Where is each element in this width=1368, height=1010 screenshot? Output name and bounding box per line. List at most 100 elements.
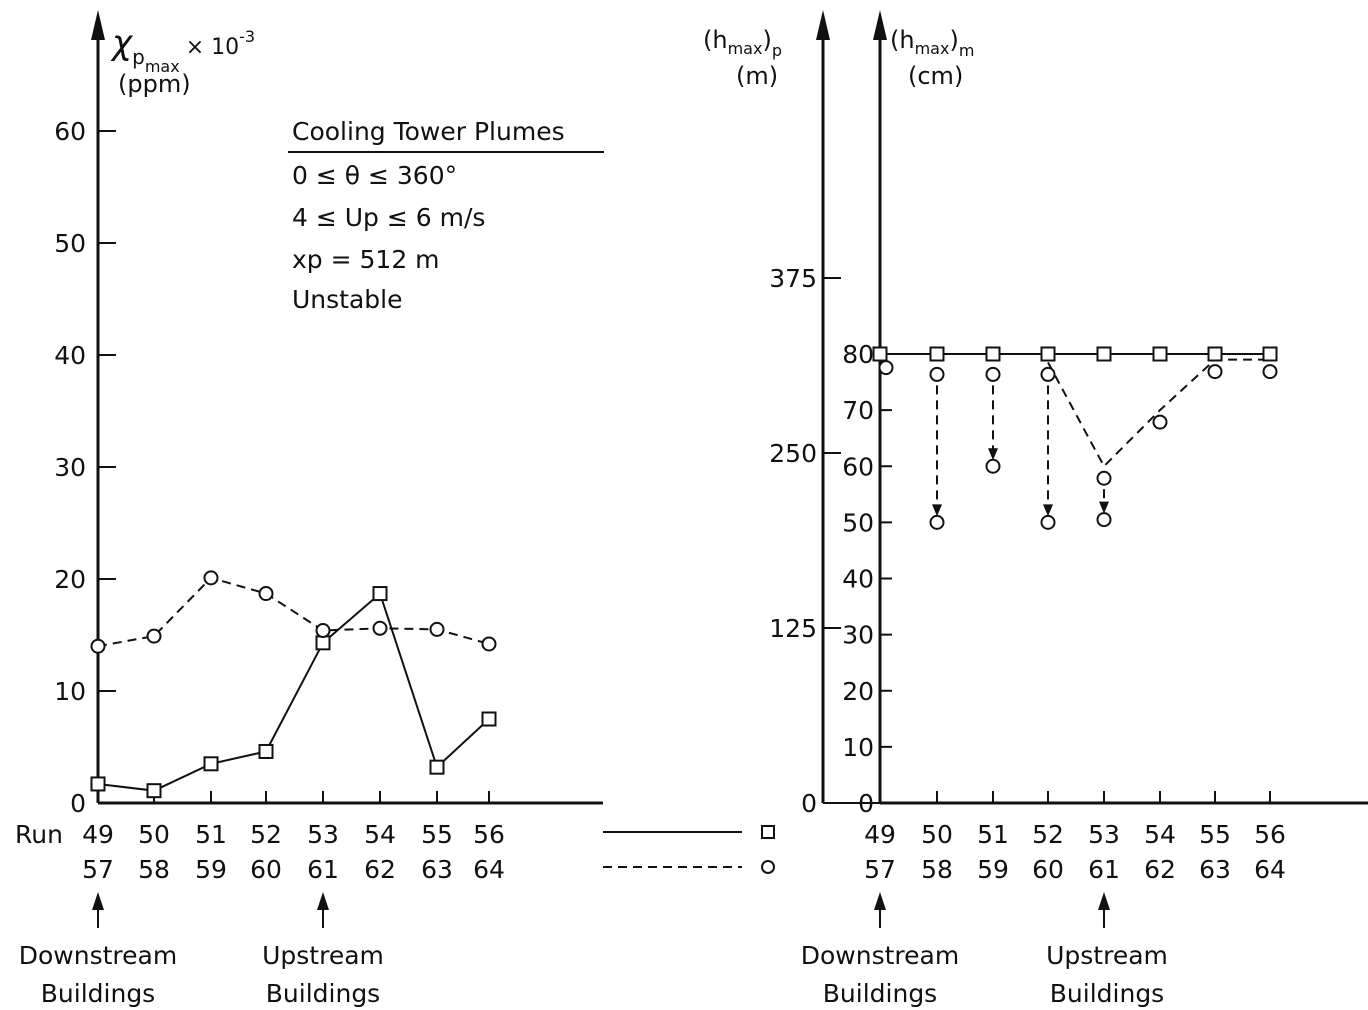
left-building-label: Downstream — [19, 941, 177, 970]
left-y-axis-arrow-icon — [91, 10, 105, 40]
left-ylabel: χpmax × 10-3 — [110, 23, 255, 76]
right-drop-arrow-icon — [988, 448, 998, 461]
annotation-line-3: xp = 512 m — [292, 245, 440, 274]
right-inner-ytick-label: 40 — [842, 565, 874, 594]
left-ylabel-base: χ — [110, 23, 134, 63]
left-xtick-label-run2: 58 — [138, 855, 170, 884]
right-inner-ylabel-sub2: m — [959, 41, 975, 60]
right-xtick-label-run1: 52 — [1032, 820, 1064, 849]
right-series-1-point — [878, 360, 894, 376]
right-inner-ylabel: (hmax)m — [890, 26, 974, 60]
legend — [603, 825, 775, 874]
right-series-1-point — [1207, 364, 1223, 380]
left-series-1-point — [203, 570, 219, 586]
right-series-1-drop-point — [929, 514, 945, 530]
left-series-1-point — [429, 621, 445, 637]
right-xtick-label-run1: 53 — [1088, 820, 1120, 849]
right-outer-yunit: (m) — [736, 62, 778, 90]
left-xtick-label-run1: 56 — [473, 820, 505, 849]
run-label: Run — [15, 820, 63, 849]
right-series-0-point — [1152, 346, 1168, 362]
left-series-0-point — [372, 586, 388, 602]
left-series-1-point — [315, 623, 331, 639]
left-series-1-point — [90, 638, 106, 654]
right-outer-ylabel-sub2: p — [772, 41, 782, 60]
right-series-1-drop-point — [1040, 514, 1056, 530]
right-inner-y-axis-arrow-icon — [873, 10, 887, 40]
right-series-1-point — [1040, 366, 1056, 382]
right-building-label: Buildings — [1050, 979, 1164, 1008]
right-xtick-label-run2: 57 — [864, 855, 896, 884]
right-xtick-label-run1: 54 — [1144, 820, 1176, 849]
right-xtick-label-run1: 51 — [977, 820, 1009, 849]
right-xtick-label-run1: 55 — [1199, 820, 1231, 849]
left-xtick-label-run1: 55 — [421, 820, 453, 849]
right-building-arrow-icon — [874, 892, 886, 910]
right-inner-ytick-label: 10 — [842, 733, 874, 762]
right-xtick-label-run2: 63 — [1199, 855, 1231, 884]
right-xtick-label-run2: 61 — [1088, 855, 1120, 884]
right-series-1-point — [1152, 414, 1168, 430]
left-xtick-label-run1: 52 — [250, 820, 282, 849]
left-building-arrow-icon — [92, 892, 104, 910]
right-inner-ylabel-sub: max — [915, 39, 950, 58]
right-series-1-drop-point — [985, 458, 1001, 474]
right-building-arrow-icon — [1098, 892, 1110, 910]
right-inner-ytick-label: 50 — [842, 508, 874, 537]
left-series-0-point — [203, 756, 219, 772]
left-series-0-point — [146, 783, 162, 799]
right-inner-ytick-label: 60 — [842, 452, 874, 481]
left-series-1-line — [97, 576, 490, 648]
right-outer-ylabel: (hmax)p — [703, 26, 782, 60]
left-series-0-point — [481, 711, 497, 727]
left-series-1-point — [481, 636, 497, 652]
right-inner-ytick-label: 20 — [842, 677, 874, 706]
left-series-0-point — [258, 743, 274, 759]
left-series-1-point — [372, 620, 388, 636]
right-series-1-point — [1096, 470, 1112, 486]
right-xtick-label-run2: 62 — [1144, 855, 1176, 884]
right-drop-arrow-icon — [1099, 501, 1109, 514]
right-series-1-point — [929, 366, 945, 382]
right-outer-y-axis-arrow-icon — [816, 10, 830, 40]
annotation-line-4: Unstable — [292, 285, 403, 314]
left-xtick-label-run2: 64 — [473, 855, 505, 884]
right-series-0-point — [872, 346, 888, 362]
left-building-label: Upstream — [262, 941, 384, 970]
left-series-0-point — [315, 635, 331, 651]
right-inner-ytick-label: 30 — [842, 621, 874, 650]
right-xtick-label-run1: 56 — [1254, 820, 1286, 849]
left-xtick-label-run2: 57 — [82, 855, 114, 884]
right-xtick-label-run2: 59 — [977, 855, 1009, 884]
right-outer-ytick-label: 375 — [769, 264, 817, 293]
right-series-1-point — [1262, 364, 1278, 380]
right-xtick-label-run1: 49 — [864, 820, 896, 849]
left-xtick-label-run1: 53 — [307, 820, 339, 849]
right-inner-ytick-label: 80 — [842, 340, 874, 369]
left-building-label: Buildings — [266, 979, 380, 1008]
left-series-0-point — [90, 776, 106, 792]
right-xtick-label-run1: 50 — [921, 820, 953, 849]
right-inner-ytick-label: 70 — [842, 396, 874, 425]
left-ylabel-subsub: max — [145, 57, 180, 76]
right-outer-ytick-label: 250 — [769, 439, 817, 468]
left-ytick-label: 10 — [54, 677, 86, 706]
left-ytick-label: 30 — [54, 453, 86, 482]
right-inner-yunit: (cm) — [908, 62, 963, 90]
right-outer-ylabel-base: (h — [703, 26, 728, 54]
right-series-0-point — [1040, 346, 1056, 362]
left-xtick-label-run1: 51 — [195, 820, 227, 849]
left-xtick-label-run1: 50 — [138, 820, 170, 849]
right-series-0-point — [985, 346, 1001, 362]
right-xtick-label-run2: 58 — [921, 855, 953, 884]
left-xtick-label-run2: 61 — [307, 855, 339, 884]
left-series-0-line — [97, 591, 490, 792]
right-outer-ytick-label: 125 — [769, 614, 817, 643]
left-ytick-label: 60 — [54, 117, 86, 146]
right-series-1-point — [985, 366, 1001, 382]
right-outer-ylabel-sub: max — [728, 39, 763, 58]
left-ylabel-sub: p — [132, 45, 145, 69]
right-inner-ylabel-close: ) — [949, 26, 958, 54]
right-drop-arrow-icon — [1043, 504, 1053, 517]
